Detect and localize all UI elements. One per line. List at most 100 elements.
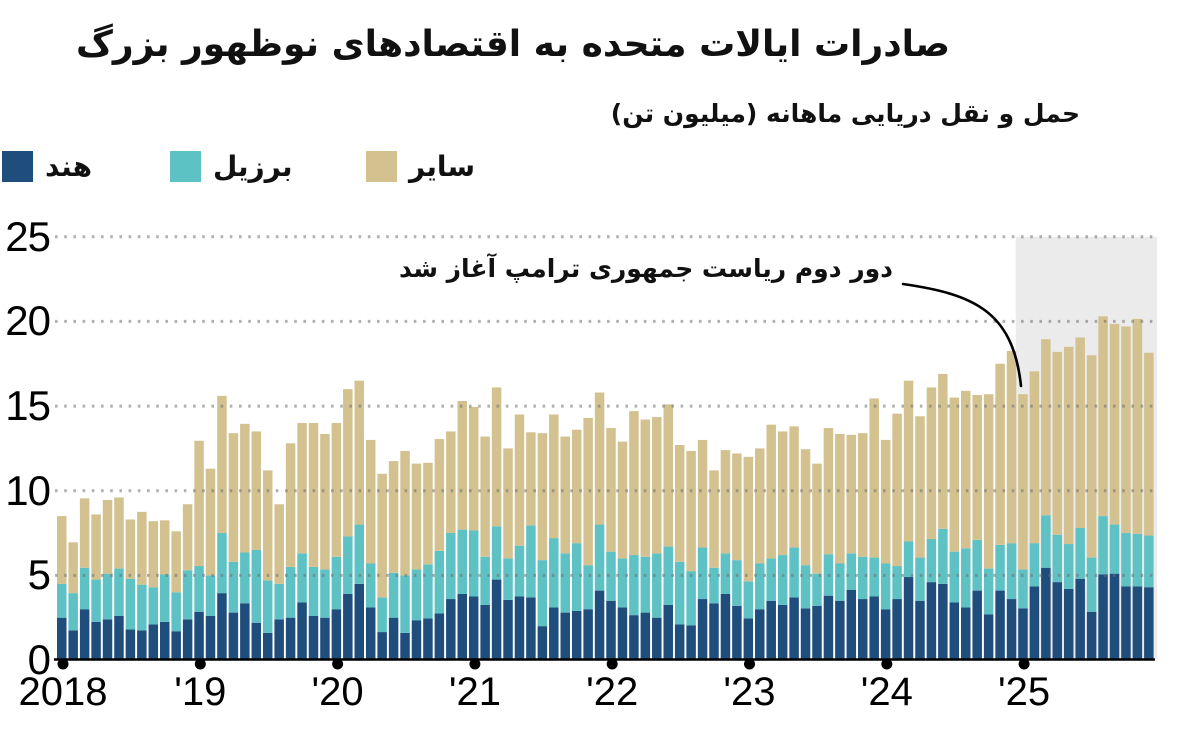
bar-segment-other [571, 429, 582, 544]
x-axis-label-2018: 2018 [18, 670, 108, 714]
bar-segment-india [468, 596, 479, 660]
x-tick-dot-2018 [57, 658, 69, 670]
bar-segment-brazil [972, 539, 982, 591]
bar-segment-other [961, 390, 971, 549]
bar-segment-india [743, 618, 754, 660]
bar-segment-other [102, 500, 113, 574]
bar-segment-brazil [743, 581, 754, 619]
bar-segment-brazil [365, 563, 376, 608]
bar-segment-brazil [285, 566, 296, 618]
bar-segment-india [377, 632, 387, 660]
bar-segment-other [343, 389, 353, 537]
annotation-arrow [901, 282, 1023, 388]
bar-segment-brazil [114, 568, 124, 616]
bar-segment-other [388, 461, 399, 573]
bar-segment-other [652, 417, 662, 554]
bar-segment-other [846, 434, 857, 554]
bar-segment-other [91, 514, 101, 580]
bar-segment-india [1109, 573, 1120, 660]
bar-segment-india [583, 609, 593, 660]
bar-segment-other [148, 521, 159, 588]
bar-segment-brazil [537, 560, 548, 627]
bar-segment-other [1052, 351, 1063, 535]
x-axis-label-20: '20 [311, 670, 364, 714]
bar-segment-other [68, 542, 78, 594]
bar-segment-brazil [1132, 533, 1143, 587]
bar-segment-other [468, 406, 479, 531]
bar-segment-brazil [308, 566, 319, 616]
bar-segment-other [514, 414, 525, 546]
bar-segment-brazil [377, 597, 387, 633]
bar-segment-india [949, 602, 960, 660]
bar-segment-other [457, 400, 467, 530]
bar-segment-brazil [915, 557, 925, 601]
bar-segment-brazil [583, 565, 593, 610]
bar-segment-india [983, 614, 994, 660]
x-tick-dot-24 [881, 658, 893, 670]
bar-segment-other [1075, 337, 1085, 528]
bar-segment-other [617, 441, 628, 559]
bar-segment-india [1029, 586, 1040, 660]
y-axis-label-0: 0 [27, 636, 51, 683]
bar-segment-india [846, 589, 857, 660]
bar-segment-brazil [880, 563, 891, 610]
bar-segment-other [1132, 318, 1143, 534]
bar-segment-india [697, 599, 708, 660]
bar-segment-india [709, 603, 719, 660]
bar-segment-other [1144, 352, 1154, 536]
x-axis-label-23: '23 [723, 670, 776, 714]
bar-segment-india [571, 610, 582, 660]
bar-segment-other [1063, 346, 1074, 545]
bar-segment-brazil [709, 567, 719, 604]
bar-segment-brazil [446, 533, 456, 600]
bar-segment-brazil [697, 547, 708, 600]
bar-segment-brazil [1041, 515, 1051, 568]
bar-segment-brazil [995, 544, 1005, 591]
bar-segment-india [446, 599, 456, 660]
bar-segment-other [205, 468, 216, 576]
bar-segment-brazil [331, 556, 342, 610]
bar-segment-other [194, 440, 204, 567]
bar-segment-brazil [262, 580, 273, 633]
bar-segment-other [537, 433, 548, 561]
bar-segment-india [652, 617, 662, 660]
bar-segment-india [1144, 587, 1154, 660]
bar-segment-brazil [629, 555, 639, 616]
bar-segment-other [1098, 316, 1108, 517]
bar-segment-india [858, 599, 868, 660]
bar-segment-brazil [835, 563, 845, 601]
bar-segment-brazil [228, 561, 239, 613]
bar-segment-brazil [137, 584, 147, 631]
bar-segment-other [983, 394, 994, 569]
y-axis-label-15: 15 [5, 382, 51, 430]
bar-segment-other [182, 504, 193, 571]
bar-segment-other [858, 433, 868, 557]
bar-segment-brazil [468, 530, 479, 597]
bar-segment-india [171, 631, 181, 660]
bar-segment-india [1098, 574, 1108, 660]
bar-segment-brazil [1098, 516, 1108, 575]
bar-segment-india [102, 619, 113, 660]
other-swatch [366, 151, 397, 182]
x-axis-label-24: '24 [860, 670, 913, 714]
bar-segment-other [594, 392, 605, 525]
bar-segment-india [114, 615, 124, 660]
bar-segment-other [892, 413, 902, 567]
legend: هند برزیل سایر [0, 150, 700, 190]
bar-segment-other [663, 404, 673, 547]
bar-segment-other [480, 436, 490, 557]
bar-segment-india [526, 597, 536, 660]
bar-segment-other [240, 423, 250, 553]
bar-segment-other [491, 387, 502, 527]
bar-segment-brazil [560, 553, 570, 613]
legend-item-brazil: برزیل [170, 150, 293, 183]
bar-segment-india [1086, 611, 1097, 660]
bar-segment-brazil [102, 573, 113, 620]
bar-segment-other [686, 450, 696, 572]
chart-subtitle: حمل و نقل دریایی ماهانه (میلیون تن) [610, 99, 1080, 128]
legend-item-other: سایر [366, 150, 475, 183]
bar-segment-india [1018, 608, 1028, 660]
x-axis-label-19: '19 [174, 670, 227, 714]
bar-segment-brazil [549, 538, 559, 608]
